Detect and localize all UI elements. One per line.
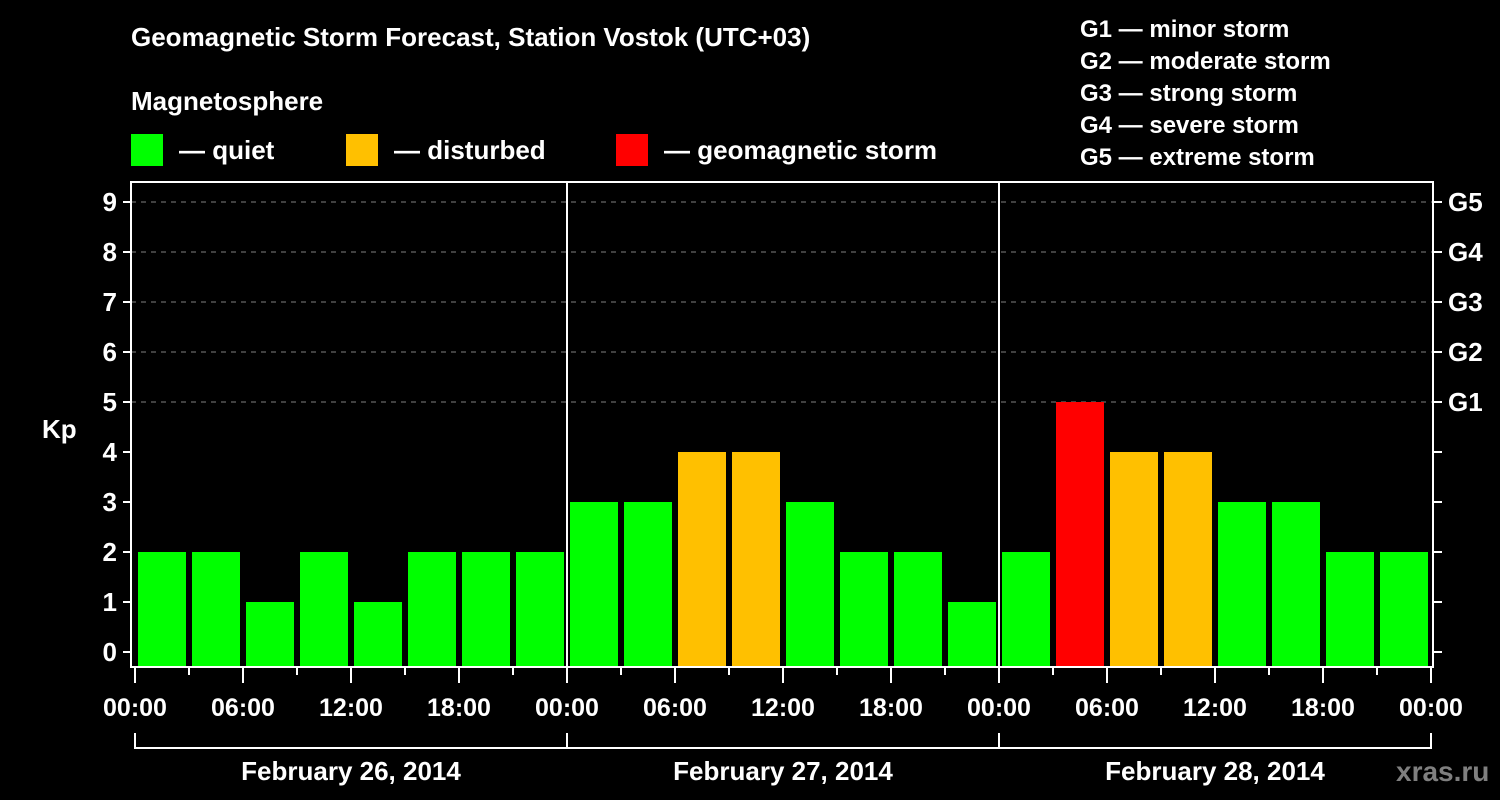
y-tick-label: 5 [103,387,117,417]
g-scale-g1: G1 — minor storm [1080,16,1290,43]
x-tick-label: 18:00 [427,694,491,722]
kp-bar [138,552,186,667]
legend-swatch-disturbed [346,134,378,166]
y-tick-label: 6 [103,337,117,367]
g-scale-label: G3 [1448,287,1483,317]
g-scale-label: G4 [1448,237,1483,267]
kp-bar [1056,402,1104,667]
kp-bar [732,452,780,667]
kp-bar [570,502,618,667]
kp-bar [1272,502,1320,667]
g-scale-label: G5 [1448,187,1483,217]
y-tick-label: 9 [103,187,117,217]
kp-bar [462,552,510,667]
kp-bar [408,552,456,667]
kp-bar [192,552,240,667]
kp-bar [840,552,888,667]
kp-bar [624,502,672,667]
x-tick-label: 18:00 [859,694,923,722]
kp-bar [1110,452,1158,667]
day-bracket [998,733,1432,749]
chart-title: Geomagnetic Storm Forecast, Station Vost… [131,22,811,52]
kp-bar [894,552,942,667]
kp-bar [246,602,294,667]
y-tick-label: 8 [103,237,117,267]
kp-bar [948,602,996,667]
legend-swatch-storm [616,134,648,166]
x-tick-label: 00:00 [1399,694,1463,722]
x-tick-label: 00:00 [535,694,599,722]
kp-bar [300,552,348,667]
y-tick-label: 4 [103,437,118,467]
kp-bar [1164,452,1212,667]
kp-bar [1002,552,1050,667]
g-scale-legend: G1 — minor storm G2 — moderate storm G3 … [1080,14,1331,174]
x-tick-label: 06:00 [1075,694,1139,722]
x-tick-label: 00:00 [103,694,167,722]
day-label: February 27, 2014 [673,756,893,786]
day-label: February 28, 2014 [1105,756,1325,786]
legend-label-disturbed: — disturbed [394,134,546,165]
day-label: February 26, 2014 [241,756,461,786]
g-scale-label: G2 [1448,337,1483,367]
x-tick-label: 12:00 [319,694,383,722]
legend-item-quiet: — quiet [131,134,274,166]
g-scale-g5: G5 — extreme storm [1080,144,1315,171]
y-tick-label: 7 [103,287,117,317]
y-tick-label: 0 [103,637,117,667]
g-scale-g4: G4 — severe storm [1080,112,1299,139]
watermark: xras.ru [1396,756,1490,787]
legend-swatch-quiet [131,134,163,166]
g-scale-g2: G2 — moderate storm [1080,48,1331,75]
kp-bar [678,452,726,667]
y-tick-label: 2 [103,537,117,567]
g-scale-label: G1 [1448,387,1483,417]
kp-bar [354,602,402,667]
x-tick-label: 12:00 [1183,694,1247,722]
y-tick-label: 3 [103,487,117,517]
kp-bar [516,552,564,667]
legend-label-storm: — geomagnetic storm [664,134,938,165]
kp-bar [1326,552,1374,667]
x-tick-label: 06:00 [211,694,275,722]
y-tick-label: 1 [103,587,117,617]
kp-bar [1218,502,1266,667]
y-axis-label: Kp [42,414,77,444]
legend-item-storm: — geomagnetic storm [616,134,937,166]
legend-title: Magnetosphere [131,86,324,116]
kp-bar [1380,552,1428,667]
day-bracket [566,733,1000,749]
g-scale-g3: G3 — strong storm [1080,80,1298,107]
x-tick-label: 12:00 [751,694,815,722]
x-tick-label: 00:00 [967,694,1031,722]
x-tick-label: 06:00 [643,694,707,722]
x-tick-label: 18:00 [1291,694,1355,722]
kp-bar [786,502,834,667]
legend-label-quiet: — quiet [179,134,275,165]
legend-item-disturbed: — disturbed [346,134,546,166]
day-bracket [134,733,568,749]
